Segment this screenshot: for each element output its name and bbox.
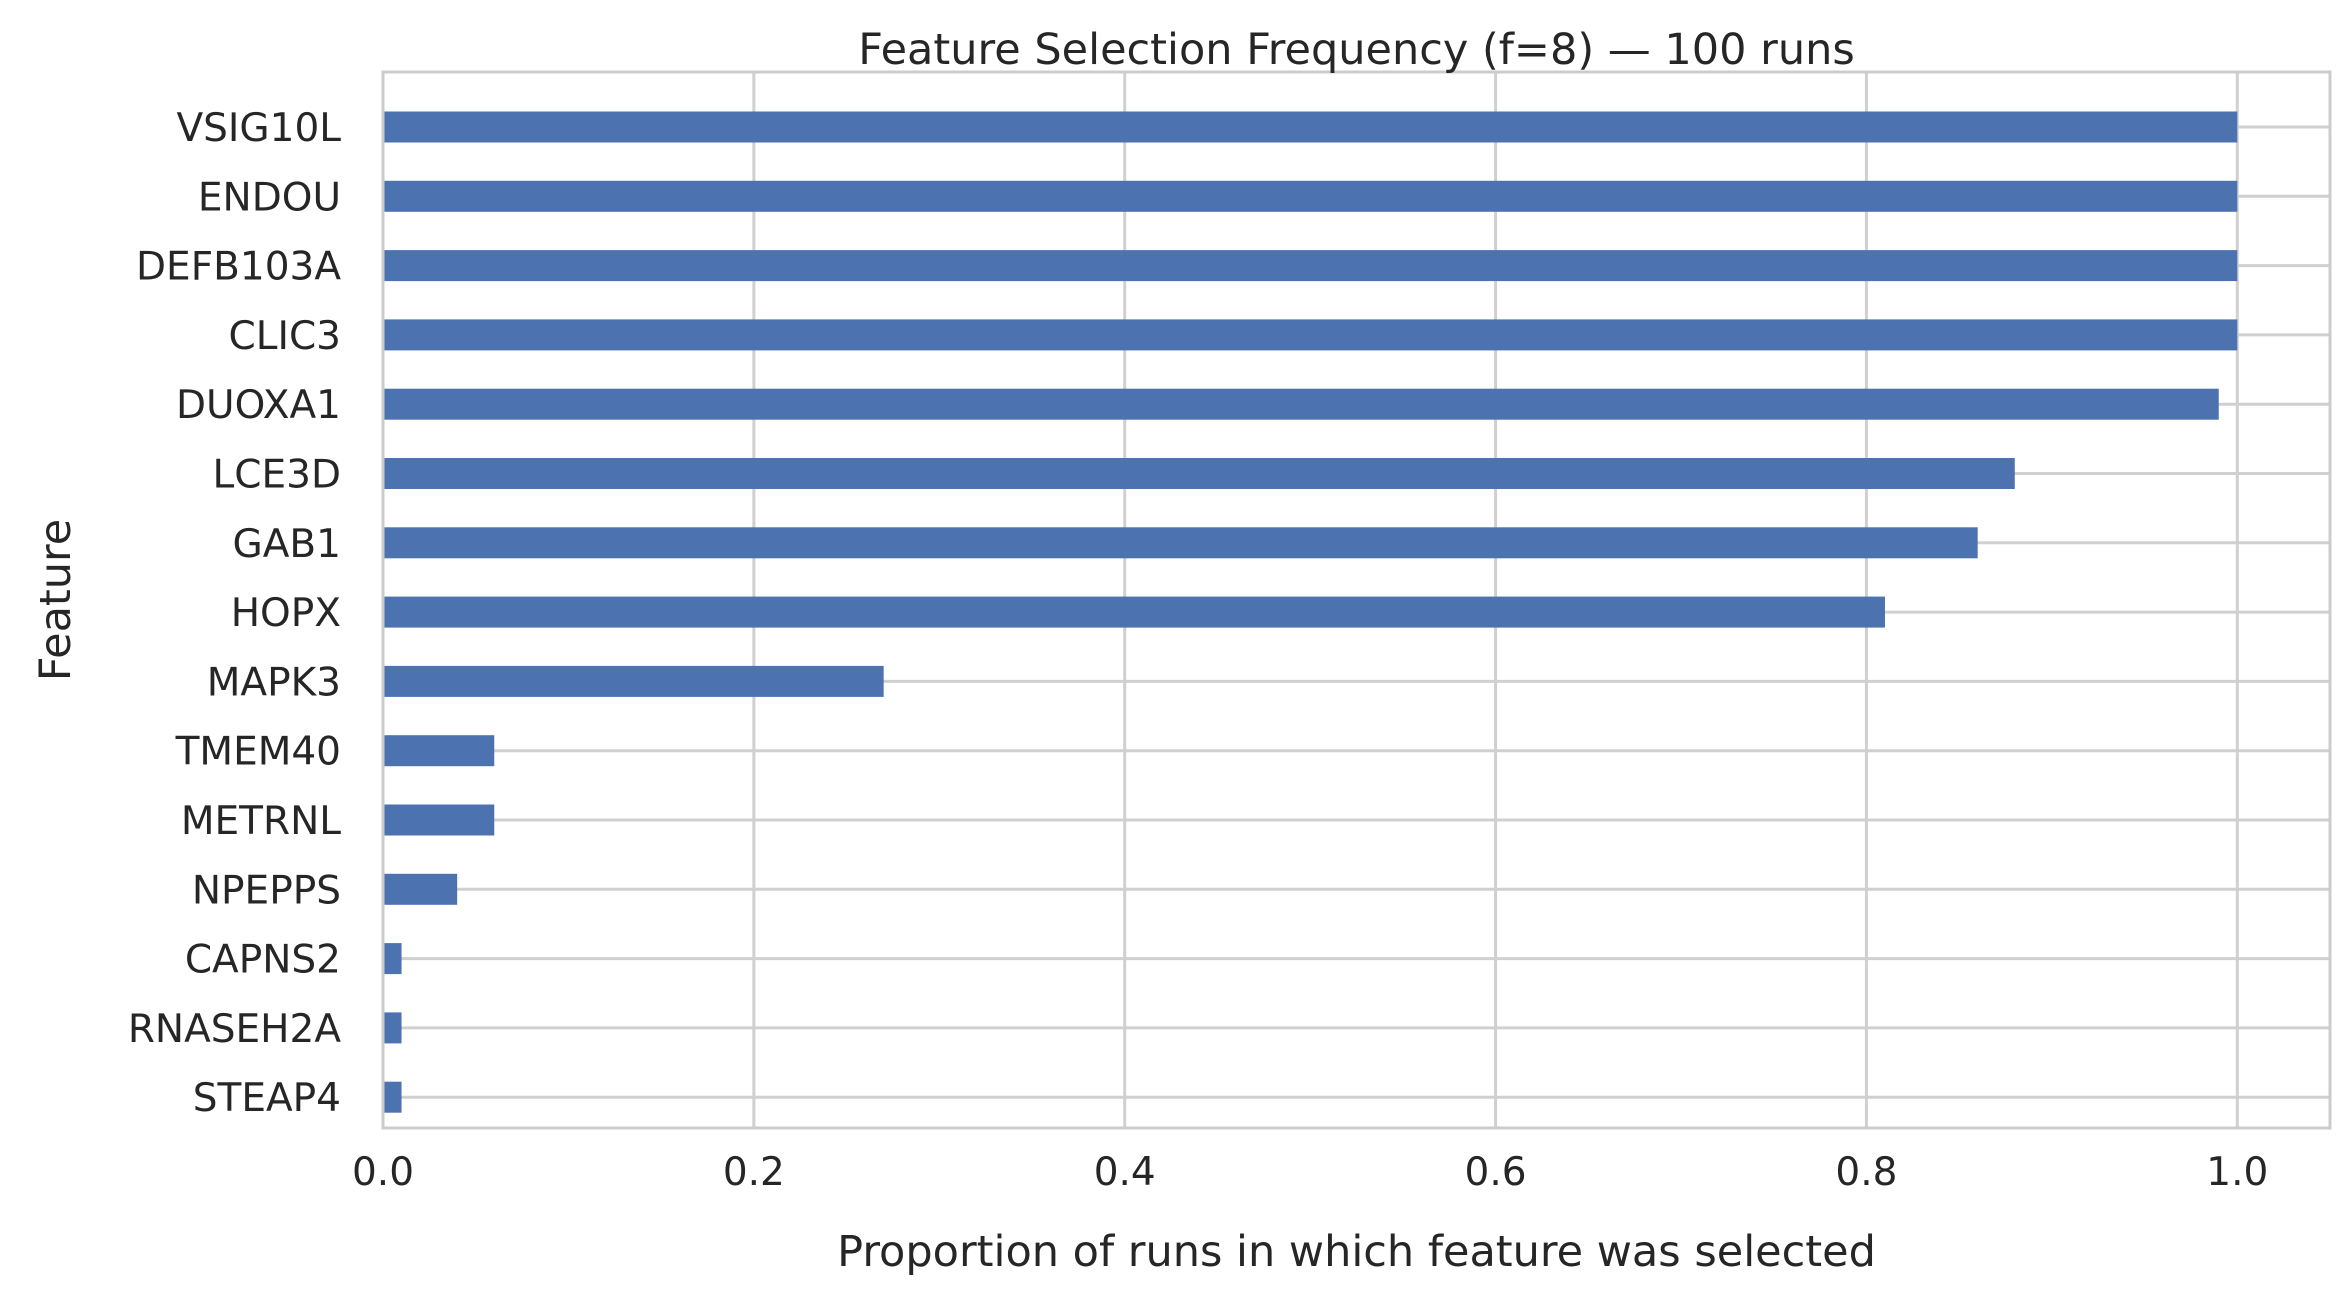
bar: [383, 943, 402, 975]
bar: [383, 873, 458, 905]
y-tick-label: STEAP4: [193, 1076, 341, 1121]
y-tick-label: ENDOU: [198, 175, 341, 220]
y-axis-title: Feature: [31, 519, 81, 682]
bar: [383, 804, 495, 836]
y-tick-label: METRNL: [181, 799, 341, 844]
x-tick-labels: 0.0 0.2 0.4 0.6 0.8 1.0: [352, 1150, 2268, 1195]
x-tick-label: 0.4: [1094, 1150, 1156, 1195]
y-tick-label: LCE3D: [213, 453, 341, 498]
bar: [383, 388, 2219, 420]
bar: [383, 111, 2238, 143]
bar: [383, 1012, 402, 1044]
y-tick-label: DEFB103A: [136, 245, 341, 290]
y-tick-label: NPEPPS: [192, 868, 341, 913]
y-tick-label: DUOXA1: [176, 383, 341, 428]
y-tick-label: CLIC3: [228, 314, 341, 359]
bar: [383, 527, 1978, 559]
plot-frame: [381, 70, 2332, 1130]
x-tick-label: 0.6: [1465, 1150, 1527, 1195]
bar: [383, 596, 1885, 628]
chart-title: Feature Selection Frequency (f=8) — 100 …: [858, 25, 1855, 75]
bar: [383, 665, 884, 697]
bars: [383, 111, 2238, 1113]
x-tick-label: 0.0: [352, 1150, 414, 1195]
y-tick-label: CAPNS2: [185, 938, 341, 983]
y-tick-label: GAB1: [233, 522, 341, 567]
y-tick-label: RNASEH2A: [128, 1007, 341, 1052]
x-tick-label: 0.8: [1835, 1150, 1897, 1195]
bar: [383, 180, 2238, 212]
bar: [383, 250, 2238, 282]
bar: [383, 458, 2015, 489]
bar: [383, 1081, 402, 1113]
bar: [383, 735, 495, 767]
x-axis-title: Proportion of runs in which feature was …: [837, 1227, 1876, 1277]
y-tick-labels: VSIG10L ENDOU DEFB103A CLIC3 DUOXA1 LCE3D GAB1…: [128, 106, 341, 1121]
y-tick-label: TMEM40: [175, 730, 341, 775]
y-tick-label: MAPK3: [207, 660, 341, 705]
x-tick-label: 1.0: [2206, 1150, 2268, 1195]
y-tick-label: HOPX: [231, 591, 341, 636]
bar: [383, 319, 2238, 351]
x-tick-label: 0.2: [723, 1150, 785, 1195]
y-tick-label: VSIG10L: [176, 106, 341, 151]
